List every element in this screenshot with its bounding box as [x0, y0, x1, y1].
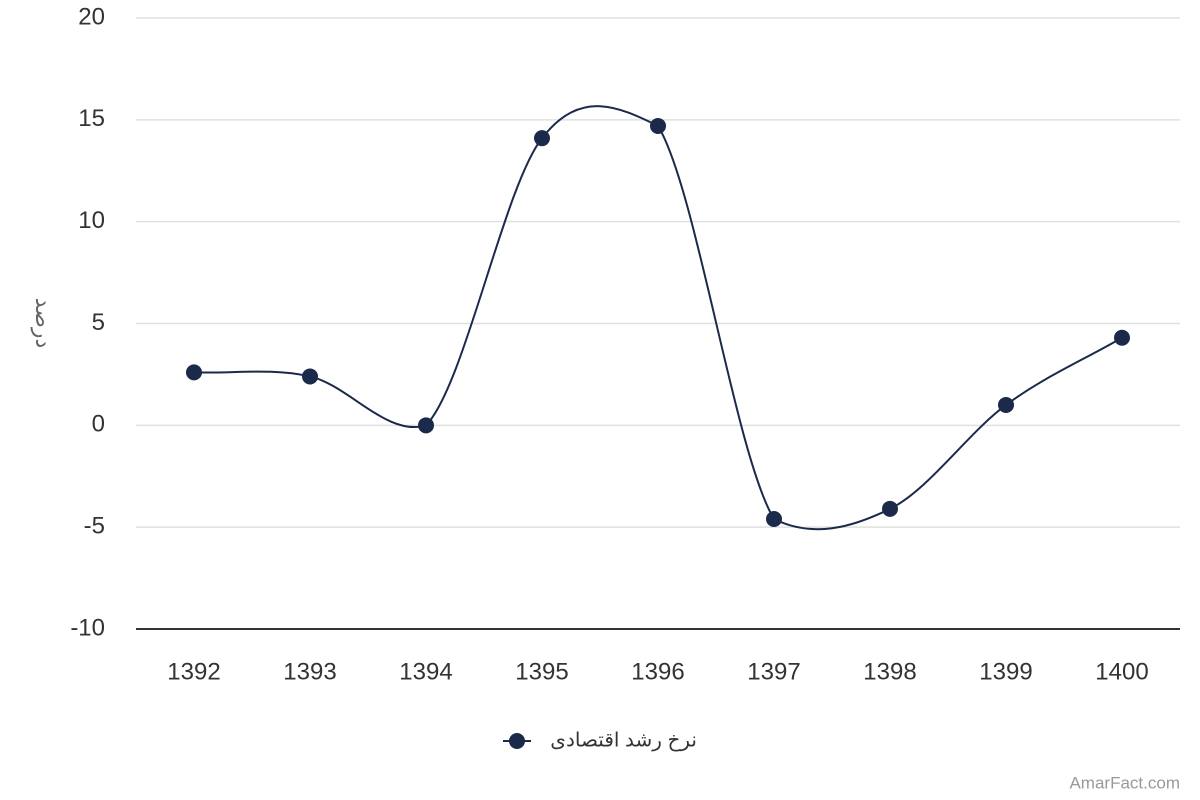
x-tick-label: 1393	[283, 658, 336, 685]
x-tick-label: 1399	[979, 658, 1032, 685]
point	[186, 364, 202, 381]
legend-marker	[509, 733, 525, 749]
point	[882, 500, 898, 517]
point	[418, 417, 434, 434]
point	[302, 368, 318, 385]
x-tick-label: 1394	[399, 658, 452, 685]
x-tick-label: 1392	[167, 658, 220, 685]
point	[998, 396, 1014, 413]
credit: AmarFact.com	[1069, 773, 1180, 792]
x-tick-label: 1400	[1095, 658, 1148, 685]
point	[650, 117, 666, 134]
point	[1114, 329, 1130, 346]
y-tick-label: 20	[78, 3, 105, 30]
point	[766, 511, 782, 528]
x-tick-label: 1396	[631, 658, 684, 685]
legend-label: نرخ رشد اقتصادی	[550, 729, 697, 751]
series-line	[193, 105, 1123, 531]
x-tick-label: 1398	[863, 658, 916, 685]
y-axis-label: درصد	[31, 298, 56, 349]
y-tick-label: 10	[78, 207, 105, 234]
x-tick-label: 1395	[515, 658, 568, 685]
point	[534, 130, 550, 147]
x-tick-label: 1397	[747, 658, 800, 685]
y-tick-label: 15	[78, 105, 105, 132]
y-tick-label: 5	[92, 309, 105, 336]
y-tick-label: -5	[84, 513, 105, 540]
y-tick-label: 0	[92, 411, 105, 438]
y-tick-label: -10	[70, 614, 105, 641]
